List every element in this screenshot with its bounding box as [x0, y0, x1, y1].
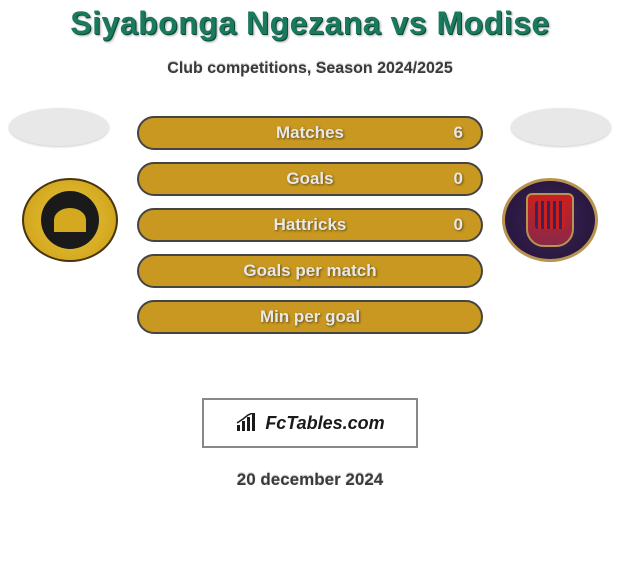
stat-bar-goals: Goals 0	[137, 162, 483, 196]
chippa-shield	[526, 193, 574, 247]
club-badge-left	[22, 178, 118, 262]
page-subtitle: Club competitions, Season 2024/2025	[0, 60, 620, 78]
stat-bar-matches: Matches 6	[137, 116, 483, 150]
stat-label: Hattricks	[274, 215, 347, 235]
stat-label: Matches	[276, 123, 344, 143]
site-name: FcTables.com	[265, 413, 384, 434]
player-right-photo	[511, 108, 611, 146]
page-title: Siyabonga Ngezana vs Modise	[0, 5, 620, 42]
comparison-area: Matches 6 Goals 0 Hattricks 0 Goals per …	[0, 116, 620, 376]
player-left-photo	[9, 108, 109, 146]
stat-label: Goals per match	[243, 261, 376, 281]
stat-value-right: 6	[454, 123, 463, 143]
stat-bar-min-per-goal: Min per goal	[137, 300, 483, 334]
bar-chart-icon	[235, 413, 259, 433]
chippa-united-badge	[502, 178, 598, 262]
kaizer-chiefs-badge	[22, 178, 118, 262]
stats-list: Matches 6 Goals 0 Hattricks 0 Goals per …	[137, 116, 483, 334]
site-logo-box: FcTables.com	[202, 398, 418, 448]
stat-label: Min per goal	[260, 307, 360, 327]
stat-value-right: 0	[454, 169, 463, 189]
stat-bar-hattricks: Hattricks 0	[137, 208, 483, 242]
infographic-container: Siyabonga Ngezana vs Modise Club competi…	[0, 0, 620, 580]
club-badge-right	[502, 178, 598, 262]
stat-value-right: 0	[454, 215, 463, 235]
stat-bar-goals-per-match: Goals per match	[137, 254, 483, 288]
date-text: 20 december 2024	[0, 470, 620, 490]
stat-label: Goals	[286, 169, 333, 189]
